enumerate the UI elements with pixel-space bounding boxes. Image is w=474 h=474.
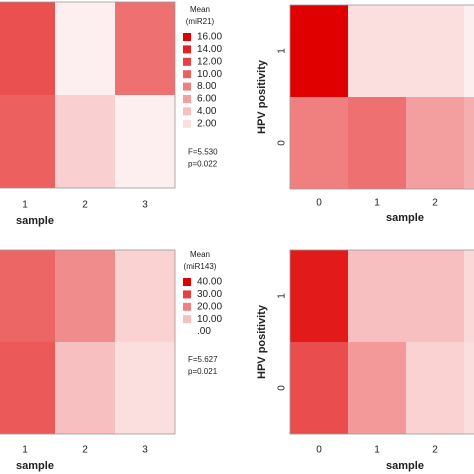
y-tick-label: 0	[277, 140, 288, 146]
legend-label: 30.00	[197, 289, 222, 300]
legend-label: 14.00	[197, 44, 222, 55]
plot-frame	[289, 4, 474, 190]
stat-annotation: p=0.021	[188, 367, 218, 376]
legend-subtitle: (miR21)	[186, 17, 215, 26]
x-axis-label: sample	[386, 212, 424, 224]
legend-label: 10.00	[197, 314, 222, 325]
heat-cell	[464, 5, 474, 97]
x-tick-label: 2	[432, 198, 438, 209]
heat-cell	[55, 95, 115, 188]
legend-swatch	[183, 119, 191, 128]
legend-swatch	[183, 327, 191, 336]
legend-swatch	[183, 70, 191, 79]
x-axis-label: sample	[386, 460, 424, 472]
legend-title: Mean	[190, 250, 210, 259]
legend-label: 4.00	[197, 106, 217, 117]
heat-cell	[0, 2, 55, 95]
heat-cell	[406, 250, 464, 342]
heat-cell	[55, 2, 115, 95]
heat-cell	[348, 250, 406, 342]
legend-label: 12.00	[197, 56, 222, 67]
stat-annotation: F=5.530	[188, 147, 218, 156]
heat-cell	[115, 342, 175, 434]
heat-cell	[290, 250, 348, 342]
y-axis-label: HPV positivity	[256, 304, 268, 379]
legend-label: 8.00	[197, 81, 217, 92]
legend-swatch	[183, 82, 191, 91]
heat-cell	[115, 250, 175, 342]
legend-label: .00	[197, 326, 211, 337]
heat-cell	[0, 250, 55, 342]
legend-swatch	[183, 290, 191, 299]
heat-cell	[464, 250, 474, 342]
heat-cell	[115, 2, 175, 95]
x-axis-label: sample	[16, 460, 54, 472]
heat-cell	[348, 342, 406, 434]
legend-swatch	[183, 33, 191, 41]
heat-cell	[406, 97, 464, 189]
x-tick-label: 0	[316, 445, 322, 456]
heat-cell	[406, 342, 464, 434]
legend-swatch	[183, 95, 191, 103]
heat-cell	[290, 5, 348, 97]
x-tick-label: 2	[432, 445, 438, 456]
x-tick-label: 1	[22, 200, 28, 211]
heat-cell	[115, 95, 175, 188]
heat-cell	[0, 342, 55, 434]
heat-cell	[406, 5, 464, 97]
legend-swatch	[183, 107, 191, 116]
plot-frame	[0, 249, 176, 435]
heat-cell	[464, 97, 474, 189]
legend-swatch	[183, 57, 191, 66]
heat-cell	[55, 250, 115, 342]
x-tick-label: 0	[316, 198, 322, 209]
legend-label: 10.00	[197, 69, 222, 80]
plot-frame	[289, 249, 474, 435]
heat-cell	[464, 342, 474, 434]
x-tick-label: 1	[22, 445, 28, 456]
y-tick-label: 1	[277, 293, 288, 299]
x-tick-label: 3	[142, 445, 148, 456]
legend-label: 20.00	[197, 301, 222, 312]
heat-cell	[348, 97, 406, 189]
legend-title: Mean	[190, 5, 210, 14]
legend-swatch	[183, 315, 191, 324]
y-axis-label: HPV positivity	[256, 59, 268, 134]
legend-subtitle: (miR143)	[184, 262, 217, 271]
x-tick-label: 2	[82, 200, 88, 211]
heat-cell	[55, 342, 115, 434]
stat-annotation: F=5.627	[188, 355, 218, 364]
x-axis-label: sample	[16, 215, 54, 227]
heat-cell	[290, 97, 348, 189]
legend-swatch	[183, 278, 191, 286]
y-tick-label: 0	[277, 385, 288, 391]
x-tick-label: 1	[374, 445, 380, 456]
x-tick-label: 1	[374, 198, 380, 209]
plot-frame	[0, 1, 176, 189]
y-tick-label: 1	[277, 48, 288, 54]
legend-label: 40.00	[197, 277, 222, 288]
legend-label: 16.00	[197, 32, 222, 43]
x-tick-label: 2	[82, 445, 88, 456]
legend-swatch	[183, 45, 191, 54]
heat-cell	[290, 342, 348, 434]
x-tick-label: 3	[142, 200, 148, 211]
heat-cell	[0, 95, 55, 188]
legend-swatch	[183, 302, 191, 311]
heat-cell	[348, 5, 406, 97]
legend-label: 2.00	[197, 118, 217, 129]
stat-annotation: p=0.022	[188, 159, 218, 168]
legend-label: 6.00	[197, 94, 217, 105]
